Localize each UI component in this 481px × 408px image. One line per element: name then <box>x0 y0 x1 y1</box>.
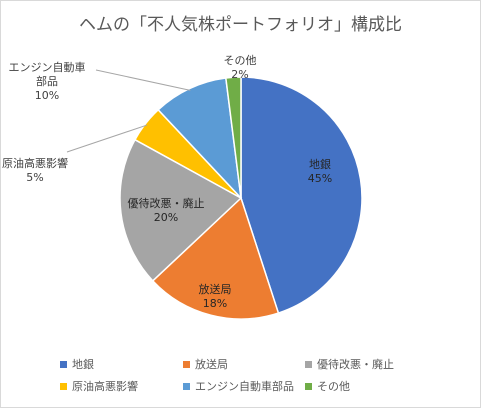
label-sonota: その他 2% <box>223 54 257 81</box>
legend-item-engine: エンジン自動車部品 <box>183 378 294 394</box>
pie-slice-5 <box>224 76 242 199</box>
pie-slice-0 <box>240 76 363 315</box>
label-engine: エンジン自動車 部品 10% <box>8 61 86 102</box>
label-chigin: 地銀 45% <box>307 158 333 185</box>
leader-line-3 <box>66 124 148 153</box>
legend-swatch <box>183 360 190 368</box>
label-genyu: 原油高悪影響 5% <box>2 157 68 184</box>
pie-slice-2 <box>119 138 243 282</box>
legend-item-chigin: 地銀 <box>60 356 94 372</box>
pie-slice-1 <box>151 196 280 320</box>
legend-swatch <box>305 382 312 390</box>
pie-slice-4 <box>157 77 243 201</box>
label-yutai: 優待改悪・廃止 20% <box>127 197 205 224</box>
leader-line-4 <box>95 69 191 91</box>
legend-item-yutai: 優待改悪・廃止 <box>305 356 394 372</box>
legend-item-sonota: その他 <box>305 378 350 394</box>
legend-swatch <box>60 382 67 390</box>
legend-swatch <box>60 360 67 368</box>
label-hosokyoku: 放送局 18% <box>198 283 232 310</box>
chart-title: ヘムの「不人気株ポートフォリオ」構成比 <box>79 15 402 35</box>
legend-item-genyu: 原油高悪影響 <box>60 378 138 394</box>
legend-item-hosokyoku: 放送局 <box>183 356 228 372</box>
legend-swatch <box>305 360 312 368</box>
legend-swatch <box>183 382 190 390</box>
